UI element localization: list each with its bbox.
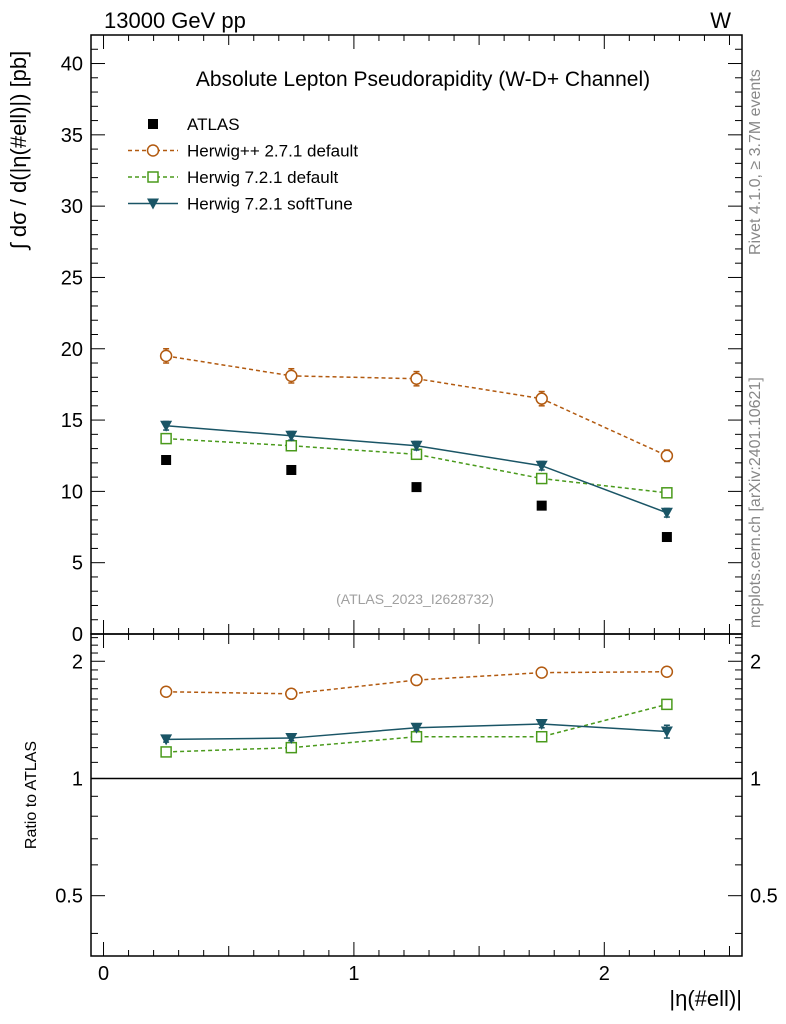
series-0-point	[161, 455, 172, 466]
series-3-point	[285, 430, 298, 442]
mcplots-source-label: mcplots.cern.ch [arXiv:2401.10621]	[747, 377, 764, 628]
legend-label-2: Herwig 7.2.1 default	[187, 168, 338, 187]
legend-item-0: ATLAS	[148, 115, 240, 134]
series-1-ratio-point	[535, 666, 548, 679]
ratio-tick-label: 0.5	[55, 886, 83, 908]
header-energy-label: 13000 GeV pp	[104, 8, 246, 33]
y-tick-label: 40	[61, 54, 83, 76]
series-1-ratio-point	[660, 665, 674, 678]
series-1-point	[159, 349, 173, 363]
legend-label-1: Herwig++ 2.7.1 default	[187, 142, 358, 161]
series-2-point	[285, 439, 298, 452]
ratio-plot-frame	[90, 633, 743, 957]
analysis-watermark: (ATLAS_2023_I2628732)	[336, 591, 494, 607]
series-3-ratio-point	[535, 719, 548, 731]
series-1-ratio-point	[410, 673, 423, 687]
series-3-ratio-point	[660, 726, 673, 738]
series-0	[161, 455, 672, 543]
series-3	[160, 420, 673, 746]
y-tick-label: 5	[72, 553, 83, 575]
ratio-tick-label: 2	[72, 651, 83, 673]
chart-title: Absolute Lepton Pseudorapidity (W-D+ Cha…	[196, 68, 650, 91]
series-1	[159, 348, 674, 701]
series-3-point	[160, 420, 173, 432]
ratio-tick-label: 1	[72, 768, 83, 790]
series-3-point	[410, 440, 423, 452]
legend-marker-3	[147, 198, 159, 210]
series-3-point	[660, 507, 673, 519]
series-1-point	[285, 369, 298, 383]
series-1-point	[410, 372, 423, 385]
series-3-ratio-point	[410, 722, 423, 734]
rivet-version-label: Rivet 4.1.0, ≥ 3.7M events	[747, 69, 764, 255]
ratio-tick-label-right: 2	[750, 651, 761, 673]
x-tick-label: 0	[98, 963, 109, 985]
y-tick-label: 15	[61, 410, 83, 432]
series-2-ratio-point	[285, 741, 298, 754]
series-3-ratio-point	[160, 734, 173, 746]
y-tick-label: 0	[72, 624, 83, 646]
series-1-ratio-point	[159, 685, 173, 699]
legend-marker-0	[148, 119, 158, 129]
y-tick-label: 35	[61, 125, 83, 147]
ratio-y-axis-label: Ratio to ATLAS	[23, 741, 40, 849]
ratio-tick-label-right: 1	[750, 768, 761, 790]
header-process-label: W	[710, 8, 731, 33]
series-1-line	[165, 355, 668, 457]
x-tick-label: 1	[348, 963, 359, 985]
series-0-point	[661, 532, 672, 543]
legend-item-3: Herwig 7.2.1 softTune	[128, 195, 353, 214]
ratio-tick-label-right: 0.5	[750, 886, 778, 908]
legend: ATLAS Herwig++ 2.7.1 default Herwig 7.2.1 …	[128, 115, 358, 214]
y-tick-label: 30	[61, 196, 83, 218]
legend-label-3: Herwig 7.2.1 softTune	[187, 195, 353, 214]
series-2-ratio-point	[160, 746, 172, 758]
legend-marker-1	[146, 144, 160, 157]
series-2-line	[166, 437, 667, 494]
series-2-ratio-point	[661, 698, 673, 711]
series-3-ratio-point	[285, 733, 298, 745]
series-1-ratio-point	[285, 687, 298, 701]
series-2-point	[661, 487, 673, 499]
x-tick-label: 2	[599, 963, 610, 985]
series-0-point	[411, 482, 422, 493]
series-2-ratio-point	[535, 730, 548, 743]
legend-label-0: ATLAS	[187, 115, 240, 134]
series-2-point	[160, 432, 172, 445]
legend-item-2: Herwig 7.2.1 default	[128, 168, 338, 187]
series-1-point	[535, 392, 548, 405]
legend-item-1: Herwig++ 2.7.1 default	[128, 142, 358, 161]
series-3-point	[535, 460, 548, 472]
y-tick-label: 25	[61, 267, 83, 289]
series-1-point	[660, 449, 674, 462]
y-tick-label: 10	[61, 481, 83, 503]
y-axis-label: ∫ dσ / d(|η(#ell)|) [pb]	[6, 51, 31, 252]
series-0-point	[286, 464, 297, 475]
x-axis-label: |η(#ell)|	[669, 986, 742, 1011]
series-0-point	[536, 500, 547, 511]
series-2-point	[535, 472, 548, 485]
data-marks	[159, 348, 674, 758]
ratio-plot-border	[90, 633, 743, 957]
legend-marker-2	[147, 171, 159, 183]
series-3-line	[166, 425, 668, 514]
y-tick-label: 20	[61, 339, 83, 361]
